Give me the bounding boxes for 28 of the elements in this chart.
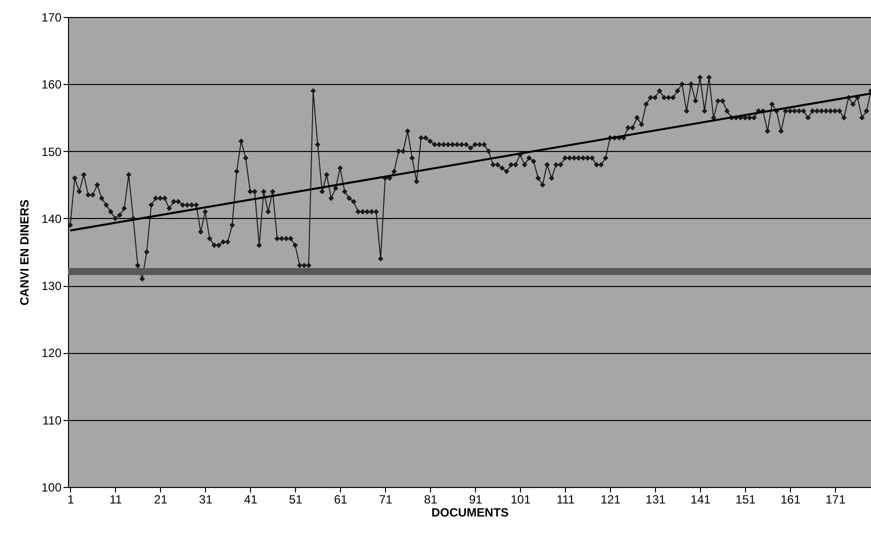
x-tick-label: 81 bbox=[424, 492, 438, 506]
x-tick-label: 121 bbox=[600, 492, 621, 506]
x-tick-label: 131 bbox=[646, 492, 666, 506]
y-tick-label: 140 bbox=[41, 212, 62, 226]
y-tick-label: 120 bbox=[41, 346, 62, 360]
x-tick-label: 51 bbox=[289, 492, 303, 506]
y-axis-title: CANVI EN DINERS bbox=[17, 199, 32, 306]
x-tick-label: 91 bbox=[468, 492, 483, 506]
x-tick-label: 21 bbox=[154, 492, 168, 506]
y-tick-label: 130 bbox=[41, 279, 62, 294]
x-tick-label: 1 bbox=[67, 492, 74, 506]
x-tick-label: 71 bbox=[378, 492, 393, 506]
x-tick-label: 61 bbox=[334, 492, 348, 506]
x-tick-label: 141 bbox=[690, 492, 711, 506]
x-axis-title: DOCUMENTS bbox=[431, 506, 509, 520]
y-tick-label: 150 bbox=[41, 144, 62, 159]
x-tick-label: 41 bbox=[244, 492, 258, 506]
y-tick-label: 100 bbox=[41, 480, 62, 494]
x-tick-label: 111 bbox=[556, 492, 576, 506]
x-tick-label: 101 bbox=[510, 492, 531, 506]
x-tick-label: 31 bbox=[199, 492, 213, 506]
x-tick-label: 161 bbox=[780, 492, 801, 506]
x-tick-label: 11 bbox=[110, 492, 122, 506]
x-tick-label: 171 bbox=[825, 492, 846, 506]
y-tick-label: 160 bbox=[41, 78, 62, 92]
y-tick-label: 170 bbox=[41, 10, 62, 24]
y-tick-label: 110 bbox=[42, 413, 62, 428]
x-tick-label: 151 bbox=[736, 492, 756, 506]
